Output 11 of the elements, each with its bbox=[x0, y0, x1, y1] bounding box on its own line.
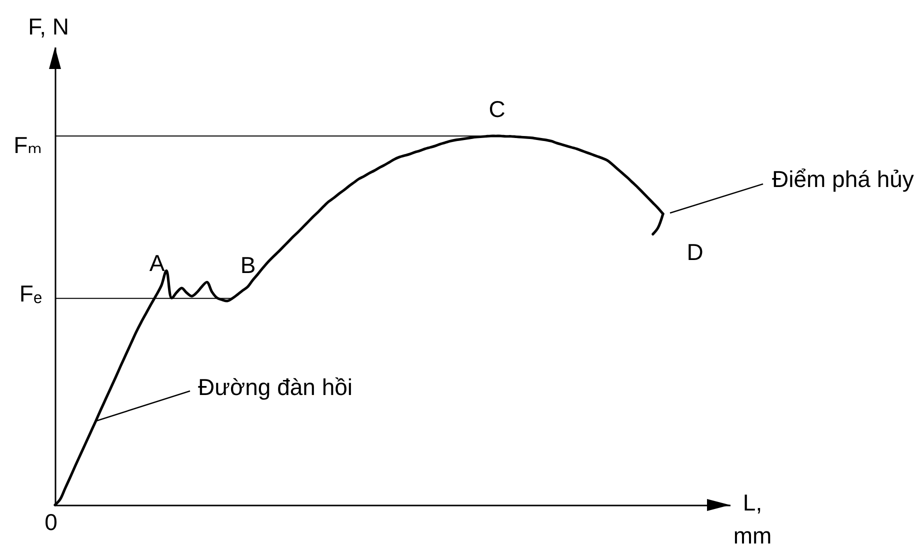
ref-line-label: Fₑ bbox=[19, 280, 42, 306]
x-axis-title: L, mm bbox=[733, 490, 772, 545]
annotation: Đường đàn hồi bbox=[198, 374, 353, 400]
text: D bbox=[686, 239, 704, 265]
text: Điểm phá hủy bbox=[772, 166, 914, 192]
ref-line-label: Fₘ bbox=[14, 132, 42, 158]
annotation: A bbox=[149, 250, 166, 276]
y-axis-title: F, N bbox=[28, 14, 69, 40]
text: C bbox=[488, 96, 506, 122]
annotation: B bbox=[240, 252, 256, 278]
text: 0 bbox=[44, 509, 58, 535]
